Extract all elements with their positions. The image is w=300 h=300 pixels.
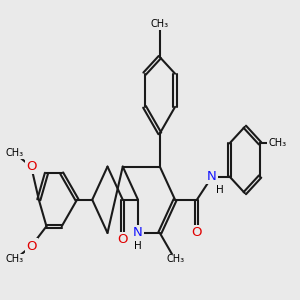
Text: N: N bbox=[133, 226, 143, 239]
Text: H: H bbox=[216, 185, 224, 195]
Text: O: O bbox=[26, 240, 37, 253]
Text: O: O bbox=[26, 160, 37, 173]
Text: CH₃: CH₃ bbox=[268, 138, 286, 148]
Text: O: O bbox=[192, 226, 202, 239]
Text: CH₃: CH₃ bbox=[166, 254, 184, 265]
Text: O: O bbox=[118, 233, 128, 246]
Text: H: H bbox=[134, 242, 142, 251]
Text: N: N bbox=[207, 170, 217, 183]
Text: CH₃: CH₃ bbox=[151, 19, 169, 29]
Text: CH₃: CH₃ bbox=[6, 254, 24, 265]
Text: CH₃: CH₃ bbox=[6, 148, 24, 158]
